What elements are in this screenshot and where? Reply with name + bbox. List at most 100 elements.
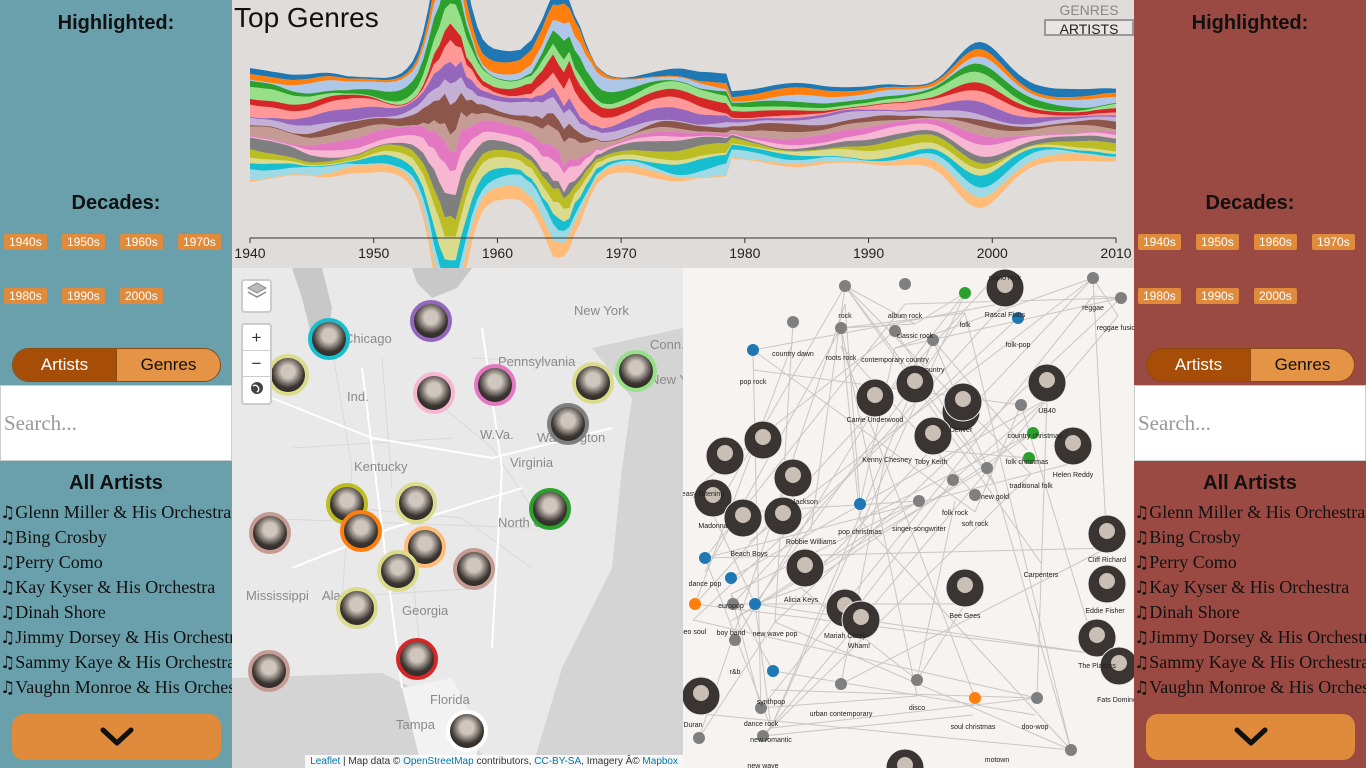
- genre-node[interactable]: [969, 692, 981, 704]
- genre-node[interactable]: [1087, 272, 1099, 284]
- genre-node[interactable]: [699, 552, 711, 564]
- genre-node[interactable]: [959, 287, 971, 299]
- scroll-down-button[interactable]: [12, 714, 221, 760]
- mode-option-artists[interactable]: ARTISTS: [1044, 19, 1134, 37]
- artist-marker[interactable]: [474, 364, 516, 406]
- decade-button-1970s[interactable]: 1970s: [1312, 234, 1355, 250]
- genre-node[interactable]: [835, 678, 847, 690]
- genre-node[interactable]: [969, 489, 981, 501]
- artist-marker[interactable]: [267, 354, 309, 396]
- list-item[interactable]: ♫Glenn Miller & His Orchestra: [1134, 500, 1366, 525]
- list-item[interactable]: ♫Jimmy Dorsey & His Orchestra: [0, 625, 232, 650]
- artist-marker[interactable]: [396, 638, 438, 680]
- genre-node[interactable]: [1015, 399, 1027, 411]
- genre-node[interactable]: [854, 498, 866, 510]
- stream-layer[interactable]: [250, 112, 1116, 166]
- mapbox-link[interactable]: Mapbox: [642, 756, 678, 767]
- decade-button-1960s[interactable]: 1960s: [1254, 234, 1297, 250]
- decade-button-1990s[interactable]: 1990s: [1196, 288, 1239, 304]
- stream-layer[interactable]: [250, 0, 1116, 102]
- mode-option-genres[interactable]: GENRES: [1059, 2, 1119, 18]
- stream-layer[interactable]: [250, 134, 1116, 237]
- decade-button-1980s[interactable]: 1980s: [1138, 288, 1181, 304]
- genre-node[interactable]: [755, 702, 767, 714]
- stream-layer[interactable]: [250, 40, 1116, 129]
- artist-marker[interactable]: [529, 488, 571, 530]
- list-item[interactable]: ♫Jimmy Dorsey & His Orchestra: [1134, 625, 1366, 650]
- genre-node[interactable]: [727, 598, 739, 610]
- genre-node[interactable]: [889, 325, 901, 337]
- decade-button-2000s[interactable]: 2000s: [120, 288, 163, 304]
- decade-button-1950s[interactable]: 1950s: [1196, 234, 1239, 250]
- artist-marker[interactable]: [446, 710, 488, 752]
- genres-tab[interactable]: Genres: [116, 349, 220, 381]
- genre-node[interactable]: [913, 495, 925, 507]
- decade-button-1990s[interactable]: 1990s: [62, 288, 105, 304]
- artist-marker[interactable]: [453, 548, 495, 590]
- stream-layer[interactable]: [250, 144, 1116, 269]
- search-input[interactable]: [0, 385, 232, 461]
- genre-node[interactable]: [747, 344, 759, 356]
- genre-node[interactable]: [947, 474, 959, 486]
- license-link[interactable]: CC-BY-SA: [534, 756, 582, 767]
- stream-layer[interactable]: [250, 153, 1116, 268]
- list-item[interactable]: ♫Bing Crosby: [0, 525, 232, 550]
- artist-marker[interactable]: [340, 510, 382, 552]
- stream-layer[interactable]: [250, 123, 1116, 195]
- zoom-out-button[interactable]: −: [243, 351, 270, 377]
- artist-marker[interactable]: [413, 372, 455, 414]
- stream-layer[interactable]: [250, 77, 1116, 142]
- stream-layer[interactable]: [250, 0, 1116, 108]
- genre-node[interactable]: [689, 598, 701, 610]
- decade-button-1970s[interactable]: 1970s: [178, 234, 221, 250]
- genre-node[interactable]: [1012, 312, 1024, 324]
- layers-icon[interactable]: [243, 281, 270, 311]
- list-item[interactable]: ♫Perry Como: [1134, 550, 1366, 575]
- artist-marker[interactable]: [249, 512, 291, 554]
- genre-node[interactable]: [1115, 292, 1127, 304]
- list-item[interactable]: ♫Dinah Shore: [0, 600, 232, 625]
- genre-node[interactable]: [981, 462, 993, 474]
- genre-node[interactable]: [749, 598, 761, 610]
- stream-layer[interactable]: [250, 92, 1116, 143]
- artist-marker[interactable]: [248, 650, 290, 692]
- list-item[interactable]: ♫Glenn Miller & His Orchestra: [0, 500, 232, 525]
- genre-node[interactable]: [757, 730, 769, 742]
- list-item[interactable]: ♫Sammy Kaye & His Orchestra: [0, 650, 232, 675]
- genre-node[interactable]: [911, 674, 923, 686]
- search-input[interactable]: [1134, 385, 1366, 461]
- artist-marker[interactable]: [410, 300, 452, 342]
- list-item[interactable]: ♫Sammy Kaye & His Orchestra: [1134, 650, 1366, 675]
- artists-tab[interactable]: Artists: [1147, 349, 1250, 381]
- list-item[interactable]: ♫Kay Kyser & His Orchestra: [1134, 575, 1366, 600]
- genre-node[interactable]: [1031, 692, 1043, 704]
- artist-marker[interactable]: [377, 550, 419, 592]
- genre-node[interactable]: [835, 322, 847, 334]
- genre-node[interactable]: [1023, 452, 1035, 464]
- leaflet-link[interactable]: Leaflet: [310, 756, 341, 767]
- decade-button-1960s[interactable]: 1960s: [120, 234, 163, 250]
- decade-button-1940s[interactable]: 1940s: [1138, 234, 1181, 250]
- genre-node[interactable]: [1065, 744, 1077, 756]
- decade-button-1980s[interactable]: 1980s: [4, 288, 47, 304]
- decade-button-2000s[interactable]: 2000s: [1254, 288, 1297, 304]
- decade-button-1940s[interactable]: 1940s: [4, 234, 47, 250]
- genre-node[interactable]: [927, 334, 939, 346]
- layers-control[interactable]: [241, 279, 272, 313]
- genre-node[interactable]: [787, 316, 799, 328]
- genre-node[interactable]: [729, 634, 741, 646]
- stream-layer[interactable]: [250, 0, 1116, 98]
- artist-marker[interactable]: [395, 482, 437, 524]
- artist-marker[interactable]: [615, 350, 657, 392]
- stream-layer[interactable]: [250, 0, 1116, 112]
- genre-node[interactable]: [725, 572, 737, 584]
- stream-layer[interactable]: [250, 23, 1116, 119]
- artists-tab[interactable]: Artists: [13, 349, 116, 381]
- stream-layer[interactable]: [250, 61, 1116, 133]
- osm-link[interactable]: OpenStreetMap: [403, 756, 474, 767]
- list-item[interactable]: ♫Vaughn Monroe & His Orchestra: [0, 675, 232, 700]
- genre-node[interactable]: [767, 665, 779, 677]
- stream-layer[interactable]: [250, 130, 1116, 220]
- genre-node[interactable]: [839, 280, 851, 292]
- stream-layer[interactable]: [250, 119, 1116, 174]
